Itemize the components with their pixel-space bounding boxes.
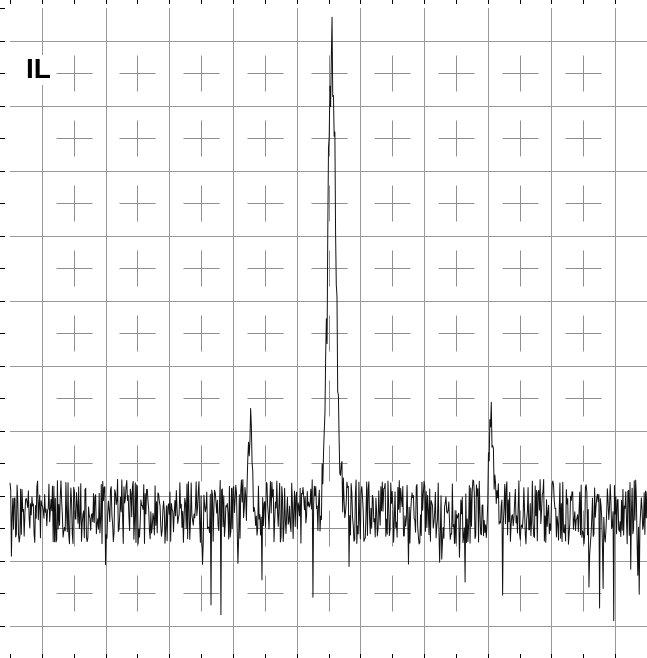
panel-label: IL xyxy=(24,55,55,85)
trace-layer xyxy=(9,16,647,622)
spectrum-trace xyxy=(9,16,647,622)
